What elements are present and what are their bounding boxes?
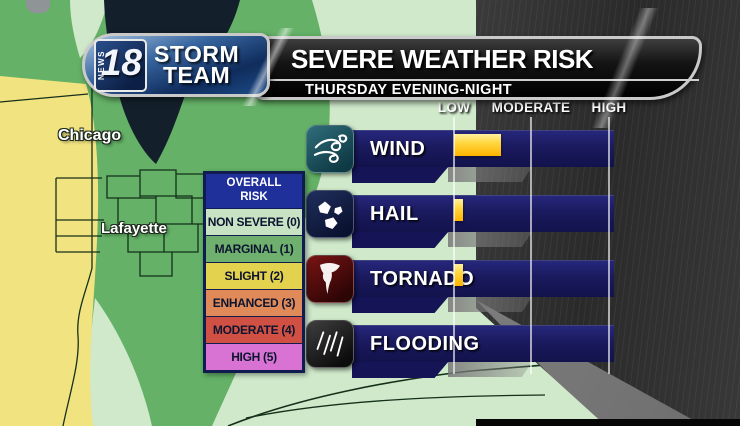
- bar-shadow: [448, 232, 532, 247]
- scale-label-low: LOW: [437, 100, 471, 115]
- legend-item-marginal: MARGINAL (1): [206, 234, 302, 262]
- station-logo: NEWS 18 STORM TEAM: [82, 33, 270, 97]
- tornado-risk-bar: TORNADO: [352, 260, 614, 297]
- risk-row-flooding: FLOODING: [0, 320, 740, 381]
- legend-item-enhanced: ENHANCED (3): [206, 288, 302, 316]
- wind-risk-bar: WIND: [352, 130, 614, 167]
- tornado-label: TORNADO: [370, 268, 475, 290]
- logo-channel-number: 18: [100, 41, 142, 83]
- scale-label-high: HIGH: [591, 100, 627, 115]
- tornado-icon: [306, 255, 354, 303]
- flooding-icon: [306, 320, 354, 368]
- legend-item-slight: SLIGHT (2): [206, 261, 302, 289]
- storm-text: STORM: [154, 40, 240, 67]
- gridline-high: [608, 117, 610, 374]
- scale-label-moderate: MODERATE: [491, 100, 571, 115]
- wind-risk-fill: [454, 134, 501, 156]
- bottom-black-strip: [476, 419, 740, 426]
- legend-title: OVERALL RISK: [206, 174, 302, 208]
- page-title: SEVERE WEATHER RISK: [291, 43, 594, 74]
- news18-badge: NEWS 18: [94, 38, 147, 92]
- wind-icon: [306, 125, 354, 173]
- hail-label: HAIL: [370, 203, 419, 225]
- flooding-risk-bar: FLOODING: [352, 325, 614, 362]
- risk-row-hail: HAIL: [0, 190, 740, 251]
- banner-divider: [257, 79, 699, 81]
- title-banner: SEVERE WEATHER RISK THURSDAY EVENING-NIG…: [254, 36, 702, 100]
- bar-shadow: [448, 167, 532, 182]
- risk-row-tornado: TORNADO: [0, 255, 740, 316]
- hail-risk-fill: [454, 199, 464, 221]
- flooding-label: FLOODING: [370, 333, 480, 355]
- hail-risk-bar: HAIL: [352, 195, 614, 232]
- legend-item-high: HIGH (5): [206, 342, 302, 370]
- city-label-chicago: Chicago: [58, 127, 122, 144]
- overall-risk-legend: OVERALL RISK NON SEVERE (0) MARGINAL (1)…: [203, 171, 305, 373]
- gridline-low: [453, 117, 455, 374]
- gridline-moderate: [530, 117, 532, 374]
- hail-icon: [306, 190, 354, 238]
- bar-shadow: [448, 362, 532, 377]
- bar-shadow: [448, 297, 532, 312]
- legend-item-moderate: MODERATE (4): [206, 315, 302, 343]
- wind-label: WIND: [370, 138, 426, 160]
- page-subtitle: THURSDAY EVENING-NIGHT: [305, 82, 512, 98]
- city-label-lafayette: Lafayette: [101, 220, 167, 237]
- storm-team-wordmark: STORM TEAM: [154, 40, 240, 88]
- risk-row-wind: WIND: [0, 125, 740, 186]
- tornado-risk-fill: [454, 264, 464, 286]
- legend-item-non-severe: NON SEVERE (0): [206, 207, 302, 235]
- team-text: TEAM: [162, 62, 231, 88]
